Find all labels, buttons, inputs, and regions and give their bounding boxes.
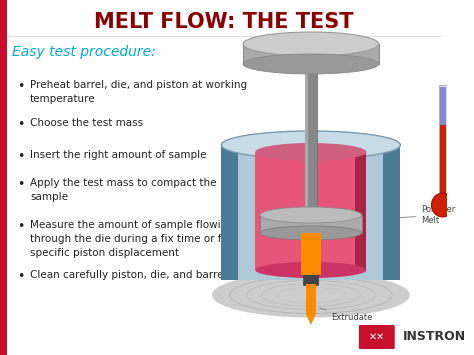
Bar [221, 145, 238, 280]
Text: INSTRON: INSTRON [403, 331, 466, 344]
Text: •: • [17, 80, 24, 93]
Text: •: • [17, 220, 24, 233]
Text: ✕✕: ✕✕ [369, 332, 385, 342]
Bar [355, 152, 366, 270]
Bar [255, 152, 366, 270]
Bar [383, 145, 401, 280]
Text: Constant Test
Temperature: Constant Test Temperature [0, 354, 1, 355]
Text: Measure the amount of sample flowing
through the die during a fix time or for a
: Measure the amount of sample flowing thr… [30, 220, 242, 258]
Bar [305, 65, 308, 255]
Text: •: • [17, 178, 24, 191]
Text: Extrudate: Extrudate [319, 308, 373, 322]
Text: Preheat barrel, die, and piston at working
temperature: Preheat barrel, die, and piston at worki… [30, 80, 247, 104]
Ellipse shape [243, 32, 379, 56]
Ellipse shape [255, 143, 366, 161]
Bar [260, 215, 362, 233]
Ellipse shape [255, 262, 366, 278]
Bar [243, 44, 379, 64]
Bar [301, 233, 321, 275]
Bar [303, 266, 319, 285]
Bar [0, 0, 7, 355]
Text: Easy test procedure:: Easy test procedure: [12, 45, 156, 59]
Text: Apply the test mass to compact the
sample: Apply the test mass to compact the sampl… [30, 178, 217, 202]
Ellipse shape [212, 273, 410, 317]
Bar [440, 87, 446, 125]
Text: MELT FLOW: THE TEST: MELT FLOW: THE TEST [93, 12, 353, 32]
Bar [306, 284, 316, 315]
Ellipse shape [243, 54, 379, 74]
Ellipse shape [260, 226, 362, 240]
Text: Insert the right amount of sample: Insert the right amount of sample [30, 150, 207, 160]
Text: Choose the test mass: Choose the test mass [30, 118, 143, 128]
Text: •: • [17, 150, 24, 163]
Bar [305, 65, 318, 255]
Bar [221, 145, 401, 280]
Circle shape [431, 193, 454, 217]
Text: Polymer
Melt: Polymer Melt [399, 205, 456, 225]
FancyBboxPatch shape [359, 325, 395, 349]
Polygon shape [306, 315, 316, 325]
Text: •: • [17, 118, 24, 131]
Ellipse shape [260, 207, 362, 223]
Bar [439, 85, 447, 195]
Text: Clean carefully piston, die, and barrel: Clean carefully piston, die, and barrel [30, 270, 227, 280]
Ellipse shape [221, 131, 401, 159]
Text: •: • [17, 270, 24, 283]
Bar [440, 125, 446, 195]
